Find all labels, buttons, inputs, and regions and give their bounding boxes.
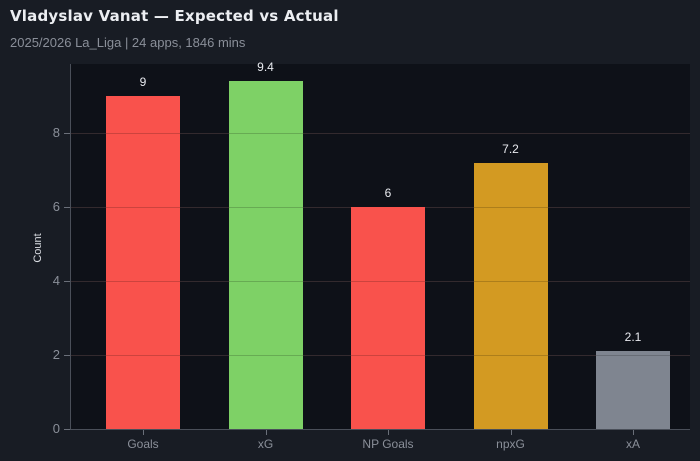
y-tick-mark xyxy=(64,281,70,283)
x-tick-mark xyxy=(143,430,144,435)
bar-value-label: 9 xyxy=(139,75,147,90)
bar-gridline xyxy=(473,207,548,209)
bar-gridline xyxy=(228,355,303,357)
y-tick-mark xyxy=(64,429,70,430)
bar-gridline xyxy=(106,133,180,135)
bar-gridline xyxy=(596,355,670,357)
bar-np-goals xyxy=(351,207,425,429)
bar-npxg xyxy=(473,162,548,429)
chart-subtitle: 2025/2026 La_Liga | 24 apps, 1846 mins xyxy=(10,35,246,50)
x-tick-label: npxG xyxy=(496,437,525,451)
bar-gridline xyxy=(351,355,425,357)
x-tick-label: xG xyxy=(257,437,274,451)
gridline xyxy=(70,133,690,135)
y-tick-mark xyxy=(64,355,70,357)
bar-value-label: 7.2 xyxy=(502,141,519,156)
bar-value-label: 6 xyxy=(384,186,392,201)
x-tick-mark xyxy=(633,430,634,435)
bar-value-label: 2.1 xyxy=(624,330,642,345)
y-tick-label: 2 xyxy=(52,347,60,363)
bar-gridline xyxy=(473,355,548,357)
x-tick-label: Goals xyxy=(127,437,159,451)
bar-gridline xyxy=(228,133,303,135)
y-tick-label: 0 xyxy=(52,421,60,436)
y-axis-label: Count xyxy=(32,233,44,263)
plot-area: 9 9.4 6 7.2 2.1 xyxy=(70,60,690,429)
x-axis-line xyxy=(70,429,690,430)
x-tick-label: NP Goals xyxy=(362,437,414,451)
y-axis-line xyxy=(70,64,71,430)
bar-goals xyxy=(106,96,180,429)
bar-gridline xyxy=(106,207,180,209)
y-tick-label: 8 xyxy=(52,125,60,141)
bar-gridline xyxy=(106,281,180,283)
chart-title: Vladyslav Vanat — Expected vs Actual xyxy=(10,7,339,25)
y-tick-mark xyxy=(64,207,70,209)
bar-xa xyxy=(596,351,670,429)
bar-gridline xyxy=(106,355,180,357)
y-tick-mark xyxy=(64,133,70,135)
bar-gridline xyxy=(473,281,548,283)
bar-gridline xyxy=(228,281,303,283)
x-tick-mark xyxy=(388,430,389,435)
bar-xg xyxy=(228,81,303,429)
bar-gridline xyxy=(351,281,425,283)
y-tick-label: 6 xyxy=(52,199,60,215)
bar-value-label: 9.4 xyxy=(257,60,274,75)
x-tick-mark xyxy=(265,430,267,435)
x-tick-label: xA xyxy=(625,437,640,451)
x-tick-mark xyxy=(510,430,512,435)
y-tick-label: 4 xyxy=(52,273,60,289)
bar-gridline xyxy=(228,207,303,209)
